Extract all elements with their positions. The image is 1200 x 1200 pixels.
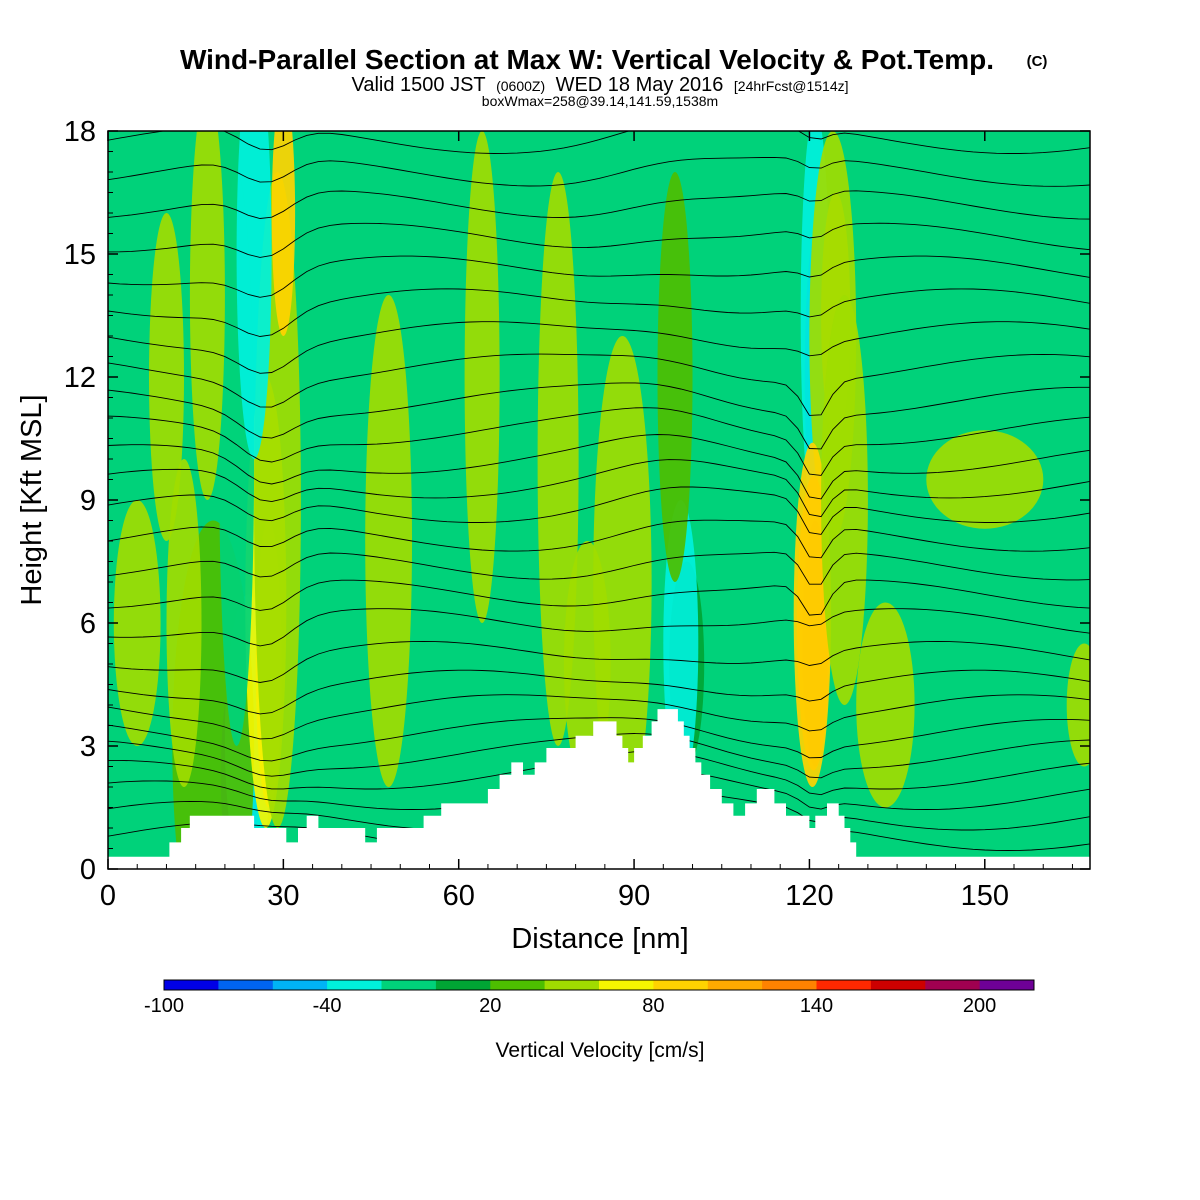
velocity-cell-28 [856,602,915,808]
isentrope-line-22 [108,222,1090,258]
x-tick-label: 90 [618,880,650,912]
colorbar-swatch-13 [870,980,926,990]
isentrope-line-7 [108,669,1090,715]
title-copyright: (C) [1027,53,1048,70]
chart-title: Wind-Parallel Section at Max W: Vertical… [180,44,1047,109]
colorbar-swatch-15 [979,980,1035,990]
velocity-cell-9 [189,131,225,500]
x-tick-label: 0 [100,880,116,912]
title-valid-prefix: Valid 1500 JST [351,74,485,96]
colorbar-label: 80 [642,995,664,1017]
colorbar-swatch-14 [925,980,981,990]
colorbar-label: -100 [144,995,184,1017]
isentrope-line-21 [108,255,1090,298]
colorbar-label: -40 [313,995,342,1017]
colorbar-swatch-11 [762,980,817,990]
isentrope-line-18 [108,353,1090,416]
axis-ticks: 0 30 60 90 120 150 0 3 6 9 12 15 18 [64,116,1090,912]
colorbar: -100 -40 20 80 140 200 [144,979,1035,1017]
isentrope-line-13 [108,486,1090,535]
title-main: Wind-Parallel Section at Max W: Vertical… [180,44,994,75]
velocity-cell-27 [821,295,868,705]
x-tick-label: 60 [443,880,475,912]
colorbar-swatch-3 [327,980,382,990]
colorbar-swatch-5 [435,980,491,990]
isentrope-line-6 [108,694,1090,740]
colorbar-swatch-12 [816,980,872,990]
colorbar-swatch-10 [707,980,763,990]
isentrope-line-11 [108,551,1090,585]
colorbar-swatch-2 [272,980,328,990]
y-tick-label: 9 [80,485,96,517]
title-valid-line: Valid 1500 JST (0600Z) WED 18 May 2016 [… [351,74,848,96]
y-tick-label: 0 [80,854,96,886]
isentrope-line-24 [108,156,1090,187]
colorbar-swatch-0 [164,980,219,990]
x-tick-label: 150 [961,880,1009,912]
colorbar-swatch-1 [218,980,274,990]
colorbar-title: Vertical Velocity [cm/s] [496,1039,705,1062]
velocity-cell-31 [113,500,161,746]
velocity-cell-17 [593,336,652,828]
isentrope-line-5 [108,717,1090,762]
title-valid-zulu: (0600Z) [496,78,545,94]
isentrope-line-9 [108,608,1090,647]
velocity-cell-10 [166,459,202,787]
velocity-cell-12 [464,131,500,623]
isentrope-line-10 [108,579,1090,616]
colorbar-label: 20 [479,995,501,1017]
isentrope-line-12 [108,519,1090,559]
isentrope-line-23 [108,190,1090,220]
colorbar-swatch-6 [490,980,546,990]
title-box-info: boxWmax=258@39.14,141.59,1538m [482,93,718,109]
isentrope-line-19 [108,321,1090,374]
y-tick-label: 18 [64,116,96,148]
velocity-cell-29 [926,430,1044,529]
isentrope-line-25 [108,131,1090,154]
isentrope-line-17 [108,382,1090,450]
isentrope-line-20 [108,288,1090,337]
y-tick-label: 6 [80,608,96,640]
colorbar-frame [163,979,1035,991]
y-tick-label: 12 [64,362,96,394]
isentrope-line-15 [108,434,1090,500]
velocity-cell-7 [236,131,272,459]
velocity-cell-8 [271,131,296,336]
colorbar-swatch-4 [381,980,437,990]
x-tick-label: 120 [785,880,833,912]
y-axis-title: Height [Kft MSL] [16,394,48,605]
isentrope-line-8 [108,640,1090,683]
colorbar-swatch-7 [544,980,600,990]
y-tick-label: 3 [80,731,96,763]
velocity-cell-30 [1066,643,1090,767]
title-valid-date: WED 18 May 2016 [556,74,724,96]
colorbar-swatch-8 [599,980,654,990]
velocity-cell-32 [149,213,184,541]
terrain-mask [108,709,1090,869]
x-tick-label: 30 [267,880,299,912]
colorbar-label: 200 [963,995,996,1017]
colorbar-swatch-9 [653,980,709,990]
isentrope-line-14 [108,459,1090,518]
y-tick-label: 15 [64,239,96,271]
velocity-cell-11 [365,295,412,787]
title-forecast: [24hrFcst@1514z] [734,78,849,94]
isentrope-line-16 [108,407,1090,476]
plot-area [108,131,1090,869]
colorbar-label: 140 [800,995,833,1017]
x-axis-title: Distance [nm] [511,923,688,955]
